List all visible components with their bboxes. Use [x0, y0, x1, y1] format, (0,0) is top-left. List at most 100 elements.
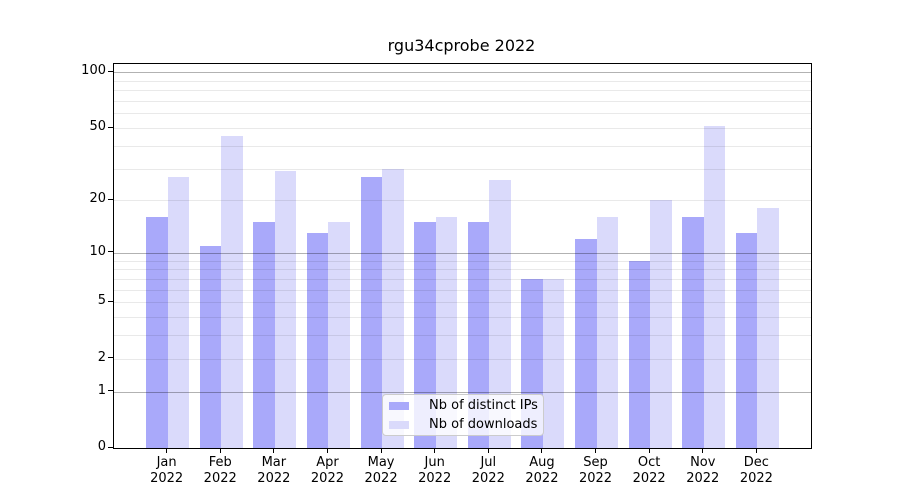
- bar-distinct-ips-dec: [735, 233, 758, 448]
- x-tick-label-sep: Sep 2022: [565, 455, 627, 487]
- legend-swatch-distinct-ips-icon: [389, 401, 409, 410]
- y-tick-1: [108, 390, 113, 392]
- x-tick-year: 2022: [632, 471, 666, 486]
- x-tick-label-feb: Feb 2022: [189, 455, 251, 487]
- x-tick-mar: [273, 448, 275, 453]
- minor-gridline-70: [114, 101, 811, 103]
- minor-gridline-8: [114, 269, 811, 271]
- x-tick-label-nov: Nov 2022: [672, 455, 734, 487]
- x-tick-label-jun: Jun 2022: [404, 455, 466, 487]
- major-gridline-1: [114, 391, 811, 393]
- y-tick-label-100: 100: [81, 63, 106, 79]
- x-tick-month: Nov: [690, 455, 716, 470]
- x-tick-year: 2022: [578, 471, 613, 486]
- minor-gridline-2: [114, 358, 811, 360]
- x-tick-month: Jan: [156, 455, 177, 470]
- x-tick-year: 2022: [418, 471, 452, 486]
- bar-downloads-aug: [542, 278, 565, 448]
- minor-gridline-7: [114, 278, 811, 280]
- y-tick-5: [108, 300, 113, 302]
- bar-downloads-jul: [489, 179, 511, 448]
- x-tick-month: Feb: [208, 455, 232, 470]
- x-tick-label-oct: Oct 2022: [618, 455, 680, 487]
- minor-gridline-6: [114, 289, 811, 291]
- x-tick-aug: [541, 448, 543, 453]
- minor-gridline-30: [114, 168, 811, 170]
- minor-gridline-90: [114, 80, 811, 82]
- x-tick-jul: [487, 448, 489, 453]
- x-tick-label-jan: Jan 2022: [136, 455, 198, 487]
- x-tick-oct: [648, 448, 650, 453]
- bar-distinct-ips-feb: [199, 245, 222, 448]
- y-tick-label-50: 50: [89, 119, 106, 135]
- y-tick-label-5: 5: [97, 293, 106, 309]
- bar-downloads-feb: [221, 136, 243, 448]
- bar-downloads-may: [382, 168, 404, 448]
- y-tick-label-20: 20: [89, 191, 106, 207]
- y-tick-10: [108, 251, 113, 253]
- x-tick-month: Dec: [743, 455, 769, 470]
- x-tick-month: Sep: [583, 455, 608, 470]
- x-tick-year: 2022: [739, 471, 773, 486]
- bar-distinct-ips-apr: [307, 233, 329, 448]
- y-tick-2: [108, 357, 113, 359]
- legend-item-downloads: Nb of downloads: [389, 417, 538, 432]
- x-tick-year: 2022: [364, 471, 398, 486]
- x-tick-month: Jul: [480, 455, 497, 470]
- x-tick-year: 2022: [203, 471, 237, 486]
- x-tick-year: 2022: [310, 471, 344, 486]
- major-gridline-100: [114, 72, 811, 74]
- bar-downloads-mar: [274, 171, 297, 448]
- bar-downloads-sep: [596, 217, 618, 448]
- x-tick-month: Jun: [424, 455, 445, 470]
- bar-distinct-ips-jul: [467, 222, 490, 448]
- y-tick-100: [108, 70, 113, 72]
- plot-area: Nb of distinct IPs Nb of downloads: [113, 63, 812, 449]
- x-tick-year: 2022: [525, 471, 559, 486]
- bar-distinct-ips-may: [360, 176, 383, 448]
- x-tick-apr: [326, 448, 328, 453]
- x-tick-dec: [755, 448, 757, 453]
- x-tick-jan: [166, 448, 168, 453]
- x-tick-year: 2022: [150, 471, 184, 486]
- y-tick-0: [108, 446, 113, 448]
- bar-distinct-ips-jun: [414, 222, 436, 448]
- y-tick-20: [108, 198, 113, 200]
- legend-label-distinct-ips: Nb of distinct IPs: [429, 398, 538, 413]
- x-tick-year: 2022: [686, 471, 720, 486]
- bar-distinct-ips-oct: [628, 260, 651, 448]
- minor-gridline-80: [114, 90, 811, 92]
- x-tick-label-aug: Aug 2022: [511, 455, 573, 487]
- x-tick-may: [380, 448, 382, 453]
- x-tick-label-may: May 2022: [350, 455, 412, 487]
- bar-downloads-jun: [435, 217, 458, 448]
- x-tick-feb: [219, 448, 221, 453]
- legend-label-downloads: Nb of downloads: [429, 417, 538, 432]
- x-tick-year: 2022: [471, 471, 505, 486]
- x-tick-jun: [434, 448, 436, 453]
- minor-gridline-60: [114, 113, 811, 115]
- minor-gridline-3: [114, 335, 811, 337]
- x-tick-label-dec: Dec 2022: [725, 455, 787, 487]
- x-tick-nov: [702, 448, 704, 453]
- bar-downloads-oct: [650, 200, 672, 448]
- y-tick-label-10: 10: [89, 243, 106, 259]
- legend-swatch-downloads-icon: [389, 420, 409, 429]
- x-tick-label-mar: Mar 2022: [243, 455, 305, 487]
- minor-gridline-40: [114, 145, 811, 147]
- y-tick-50: [108, 126, 113, 128]
- minor-gridline-50: [114, 128, 811, 130]
- bar-distinct-ips-jan: [146, 217, 168, 448]
- chart-title: rgu34cprobe 2022: [387, 36, 536, 55]
- x-tick-year: 2022: [257, 471, 291, 486]
- x-tick-label-jul: Jul 2022: [457, 455, 519, 487]
- bar-downloads-dec: [757, 208, 779, 448]
- x-tick-month: Apr: [316, 455, 339, 470]
- bar-downloads-jan: [167, 176, 190, 448]
- x-tick-label-apr: Apr 2022: [296, 455, 358, 487]
- y-tick-label-1: 1: [97, 382, 106, 398]
- minor-gridline-5: [114, 302, 811, 304]
- minor-gridline-4: [114, 317, 811, 319]
- y-tick-label-0: 0: [97, 439, 106, 454]
